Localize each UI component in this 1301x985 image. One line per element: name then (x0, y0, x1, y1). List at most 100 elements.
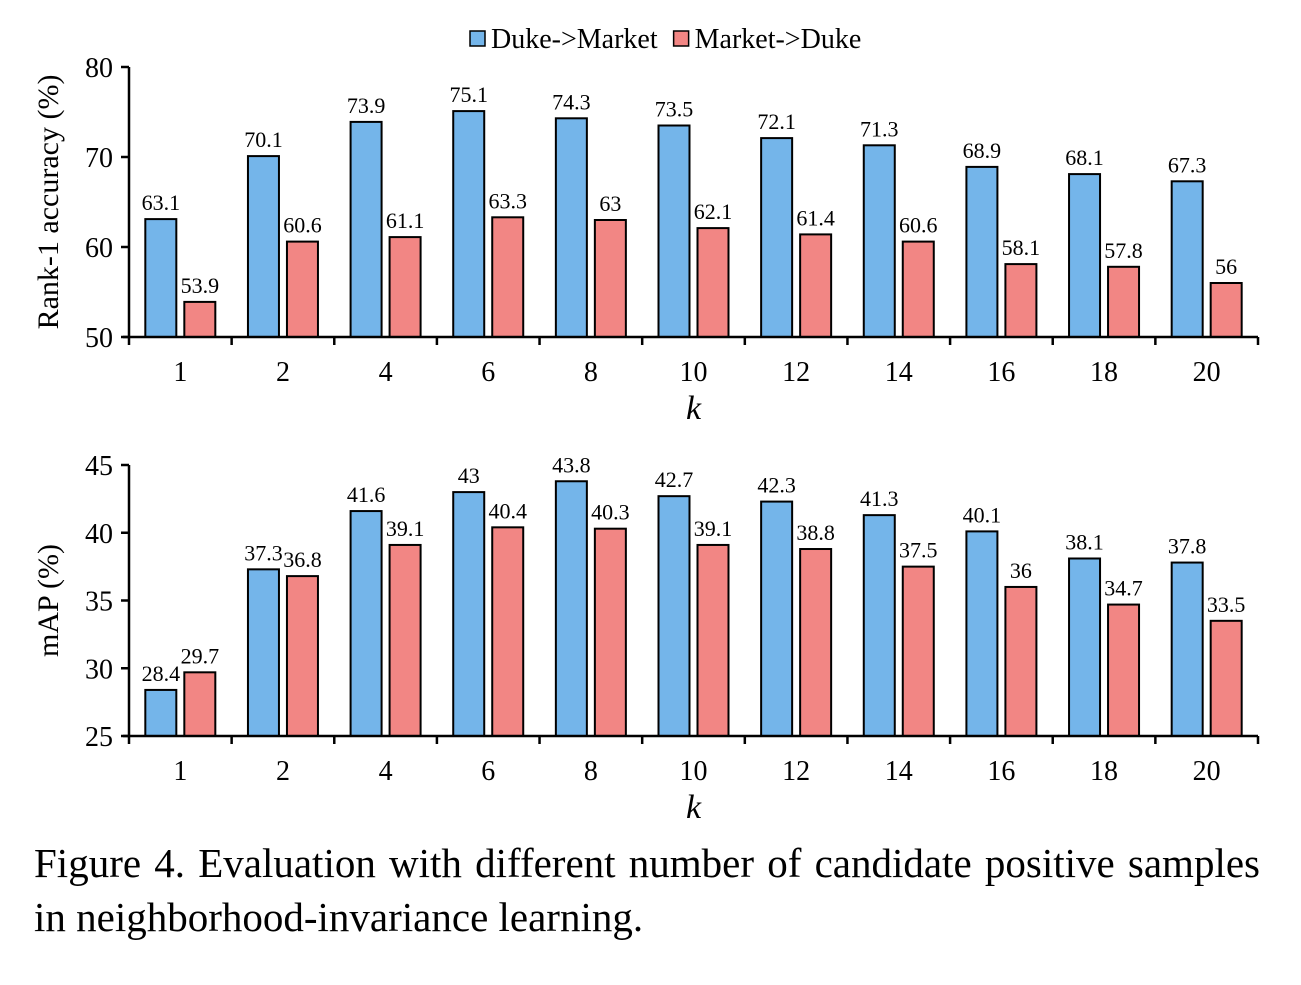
bar-market-duke-4 (388, 236, 422, 339)
data-label-market-duke-6: 63.3 (488, 188, 527, 213)
x-tick-label-14: 14 (885, 756, 913, 787)
y-axis-label: mAP (%) (32, 544, 65, 657)
data-label-duke-market-14: 41.3 (860, 486, 899, 511)
data-label-market-duke-2: 36.8 (283, 547, 322, 572)
data-label-market-duke-18: 34.7 (1104, 576, 1143, 601)
bar-market-duke-20 (1209, 619, 1243, 738)
data-label-duke-market-1: 63.1 (142, 190, 181, 215)
data-label-duke-market-20: 67.3 (1168, 152, 1207, 177)
data-label-market-duke-4: 39.1 (386, 516, 425, 541)
figure-caption: Figure 4. Evaluation with different numb… (34, 840, 1260, 940)
x-tick-label-2: 2 (276, 357, 290, 388)
bar-market-duke-20 (1209, 282, 1243, 338)
data-label-market-duke-4: 61.1 (386, 208, 425, 233)
bar-market-duke-1 (183, 300, 217, 338)
data-label-duke-market-12: 72.1 (757, 109, 796, 134)
data-label-duke-market-16: 40.1 (963, 502, 1002, 527)
bar-duke-market-10 (657, 124, 691, 338)
data-label-duke-market-16: 68.9 (963, 138, 1002, 163)
bar-market-duke-6 (491, 216, 525, 338)
x-tick-label-20: 20 (1193, 756, 1221, 787)
legend-label-market-duke: Market->Duke (695, 24, 862, 55)
x-tick-label-4: 4 (379, 357, 393, 388)
data-label-duke-market-2: 70.1 (244, 127, 283, 152)
x-tick-label-2: 2 (276, 756, 290, 787)
bar-market-duke-18 (1107, 603, 1141, 737)
data-label-duke-market-6: 75.1 (449, 82, 488, 107)
bar-duke-market-14 (862, 144, 896, 338)
x-tick-label-8: 8 (584, 756, 598, 787)
x-axis-label: k (686, 789, 702, 826)
y-tick-label-60: 60 (85, 233, 113, 264)
bar-market-duke-16 (1004, 585, 1038, 738)
y-axis-label: Rank-1 accuracy (%) (32, 75, 65, 330)
y-tick-label-45: 45 (85, 451, 113, 482)
data-label-market-duke-16: 58.1 (1002, 235, 1041, 260)
bar-market-duke-4 (388, 543, 422, 737)
y-tick-label-80: 80 (85, 53, 113, 84)
bar-market-duke-10 (696, 227, 730, 339)
data-label-market-duke-10: 62.1 (694, 199, 733, 224)
x-tick-label-20: 20 (1193, 357, 1221, 388)
x-axis-label: k (686, 390, 702, 427)
data-label-duke-market-18: 38.1 (1065, 529, 1104, 554)
bar-market-duke-12 (799, 548, 833, 738)
bar-duke-market-10 (657, 495, 691, 738)
y-tick-label-40: 40 (85, 519, 113, 550)
data-label-market-duke-8: 63 (599, 191, 621, 216)
bar-market-duke-10 (696, 543, 730, 737)
x-tick-label-16: 16 (987, 756, 1015, 787)
legend-swatch-duke-market (469, 30, 486, 47)
x-tick-label-14: 14 (885, 357, 913, 388)
y-tick-label-50: 50 (85, 323, 113, 354)
data-label-market-duke-2: 60.6 (283, 213, 322, 238)
x-tick-label-12: 12 (782, 357, 810, 388)
legend-swatch-market-duke (672, 30, 690, 47)
x-tick-label-4: 4 (379, 756, 393, 787)
bar-duke-market-2 (246, 568, 280, 738)
data-label-market-duke-20: 56 (1215, 254, 1237, 279)
data-label-market-duke-6: 40.4 (488, 498, 527, 523)
data-label-duke-market-20: 37.8 (1168, 534, 1207, 559)
bar-duke-market-12 (760, 500, 794, 737)
data-label-duke-market-4: 73.9 (347, 93, 386, 118)
bar-market-duke-12 (799, 233, 833, 338)
bar-market-duke-1 (183, 671, 217, 738)
x-tick-label-6: 6 (481, 756, 495, 787)
bar-market-duke-18 (1107, 265, 1141, 338)
bar-market-duke-8 (593, 527, 627, 737)
bar-duke-market-1 (144, 218, 178, 339)
bar-duke-market-16 (965, 530, 999, 738)
bar-duke-market-18 (1068, 173, 1102, 338)
bar-duke-market-12 (760, 137, 794, 338)
figure: Duke->Market Market->Duke 63.1 70.1 73.9 75.… (32, 24, 1260, 826)
y-tick-label-70: 70 (85, 143, 113, 174)
bar-market-duke-14 (901, 240, 935, 339)
x-tick-label-12: 12 (782, 756, 810, 787)
data-label-market-duke-12: 38.8 (796, 520, 835, 545)
bar-duke-market-6 (452, 491, 486, 737)
data-label-duke-market-1: 28.4 (142, 661, 181, 686)
y-tick-label-30: 30 (85, 654, 113, 685)
data-label-market-duke-18: 57.8 (1104, 238, 1143, 263)
bar-market-duke-6 (491, 526, 525, 738)
data-label-market-duke-1: 53.9 (181, 273, 220, 298)
data-label-market-duke-14: 60.6 (899, 213, 938, 238)
data-label-duke-market-2: 37.3 (244, 540, 283, 565)
bar-duke-market-8 (554, 480, 588, 738)
bar-market-duke-14 (901, 565, 935, 737)
data-label-market-duke-20: 33.5 (1207, 592, 1246, 617)
bar-market-duke-16 (1004, 263, 1038, 339)
data-label-market-duke-16: 36 (1010, 558, 1032, 583)
x-tick-label-1: 1 (173, 756, 187, 787)
x-tick-label-18: 18 (1090, 357, 1118, 388)
bar-duke-market-4 (349, 120, 383, 339)
y-tick-label-35: 35 (85, 587, 113, 618)
data-label-duke-market-8: 43.8 (552, 452, 591, 477)
data-label-duke-market-12: 42.3 (757, 473, 796, 498)
data-label-duke-market-14: 71.3 (860, 116, 899, 141)
y-tick-label-25: 25 (85, 722, 113, 753)
x-tick-label-6: 6 (481, 357, 495, 388)
x-tick-label-10: 10 (680, 756, 708, 787)
data-label-duke-market-6: 43 (458, 463, 480, 488)
